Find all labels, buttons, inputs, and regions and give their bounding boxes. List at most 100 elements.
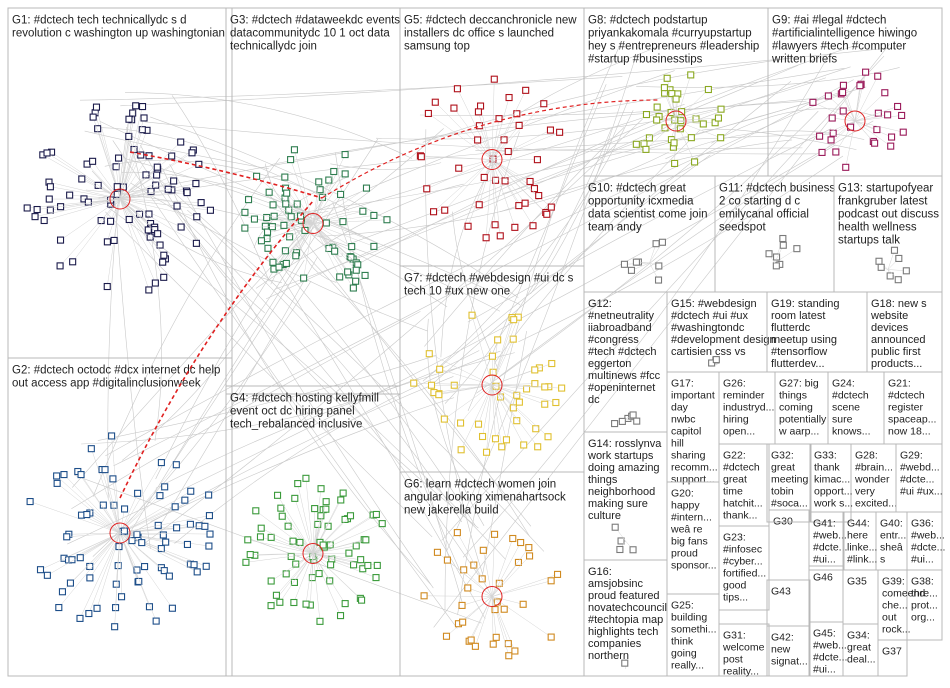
node[interactable]	[205, 542, 213, 550]
node[interactable]	[816, 132, 824, 140]
node[interactable]	[287, 213, 295, 221]
node[interactable]	[160, 251, 168, 259]
node[interactable]	[504, 640, 512, 648]
node[interactable]	[435, 391, 443, 399]
node[interactable]	[60, 471, 68, 479]
node[interactable]	[520, 441, 528, 449]
node[interactable]	[316, 186, 324, 194]
node[interactable]	[286, 233, 294, 241]
node[interactable]	[156, 241, 164, 249]
node[interactable]	[460, 566, 468, 574]
node[interactable]	[887, 142, 895, 150]
node[interactable]	[302, 474, 310, 482]
node[interactable]	[177, 223, 185, 231]
node[interactable]	[173, 524, 181, 532]
node[interactable]	[244, 536, 252, 544]
group-g20[interactable]: G20: happy #intern... weâ re big fans proud sp…	[666, 481, 720, 595]
node[interactable]	[875, 257, 883, 265]
node[interactable]	[547, 633, 555, 641]
node[interactable]	[488, 352, 496, 360]
node[interactable]	[534, 443, 542, 451]
node[interactable]	[558, 384, 566, 392]
node[interactable]	[856, 82, 864, 90]
node[interactable]	[76, 554, 84, 562]
node[interactable]	[704, 85, 712, 94]
node[interactable]	[84, 198, 92, 206]
node[interactable]	[145, 603, 154, 611]
node[interactable]	[616, 545, 624, 554]
node[interactable]	[111, 623, 119, 631]
node[interactable]	[43, 571, 51, 579]
node[interactable]	[125, 215, 133, 224]
group-g4[interactable]: G4: #dctech hosting kellyfmill event oct …	[225, 385, 401, 677]
group-g41[interactable]: G41: #web... #dcte... #ui...	[808, 511, 847, 571]
node[interactable]	[862, 68, 870, 76]
node[interactable]	[159, 258, 167, 266]
group-g46[interactable]: G46	[808, 565, 844, 623]
node[interactable]	[502, 436, 511, 444]
node[interactable]	[66, 191, 74, 199]
node[interactable]	[511, 647, 519, 655]
node[interactable]	[152, 181, 160, 189]
node[interactable]	[655, 262, 663, 270]
node[interactable]	[278, 512, 286, 520]
node[interactable]	[541, 400, 549, 408]
node[interactable]	[77, 471, 85, 479]
node[interactable]	[540, 100, 548, 108]
group-g19[interactable]: G19: standing room latest flutterdc meetup …	[766, 291, 868, 373]
node[interactable]	[509, 534, 517, 543]
node[interactable]	[620, 260, 628, 268]
node[interactable]	[314, 520, 322, 528]
node[interactable]	[273, 491, 282, 499]
node[interactable]	[899, 128, 907, 136]
node[interactable]	[193, 213, 201, 221]
node[interactable]	[125, 132, 133, 140]
node[interactable]	[515, 121, 523, 129]
node[interactable]	[315, 570, 323, 578]
node[interactable]	[345, 549, 353, 557]
node[interactable]	[46, 206, 54, 214]
node[interactable]	[440, 415, 448, 423]
group-g37[interactable]: G37	[877, 639, 908, 677]
node[interactable]	[267, 602, 275, 610]
node[interactable]	[58, 588, 67, 596]
group-g8[interactable]: G8: #dctech podstartup priyankakomala #cu…	[583, 7, 769, 177]
node[interactable]	[290, 578, 298, 587]
node[interactable]	[341, 600, 349, 608]
node[interactable]	[76, 614, 84, 622]
group-g42[interactable]: G42: new signat...	[766, 625, 811, 677]
node[interactable]	[490, 75, 498, 83]
node[interactable]	[280, 221, 288, 229]
node[interactable]	[645, 134, 653, 142]
node[interactable]	[107, 217, 115, 225]
node[interactable]	[629, 546, 637, 554]
node[interactable]	[617, 537, 625, 545]
node[interactable]	[427, 381, 436, 389]
group-g32[interactable]: G32: great meeting tobin #soca...	[766, 443, 812, 523]
node[interactable]	[125, 115, 133, 123]
node[interactable]	[162, 538, 170, 546]
node[interactable]	[31, 213, 39, 221]
node[interactable]	[464, 584, 472, 592]
node[interactable]	[654, 276, 663, 284]
node[interactable]	[46, 183, 54, 191]
node[interactable]	[370, 242, 378, 250]
node[interactable]	[110, 501, 118, 509]
node[interactable]	[86, 562, 94, 571]
node[interactable]	[89, 157, 97, 165]
node[interactable]	[112, 580, 120, 588]
node[interactable]	[267, 533, 275, 541]
node[interactable]	[275, 263, 283, 271]
node[interactable]	[424, 109, 432, 118]
node[interactable]	[290, 598, 298, 607]
node[interactable]	[633, 417, 641, 425]
node[interactable]	[268, 223, 276, 231]
node[interactable]	[544, 433, 552, 441]
node[interactable]	[188, 149, 196, 157]
node[interactable]	[496, 232, 504, 240]
node[interactable]	[489, 640, 497, 648]
node[interactable]	[532, 425, 540, 433]
group-g7[interactable]: G7: #dctech #webdesign #ui dc s tech 10 #…	[399, 265, 585, 473]
node[interactable]	[492, 633, 500, 641]
node[interactable]	[691, 158, 699, 166]
